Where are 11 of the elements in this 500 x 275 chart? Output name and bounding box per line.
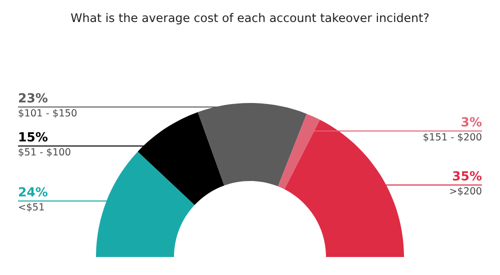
- slice-label: $151 - $200: [424, 133, 482, 142]
- slice-label: $101 - $150: [18, 109, 77, 118]
- chart-title: What is the average cost of each account takeover incident?: [70, 13, 429, 24]
- slice-label: >$200: [450, 187, 482, 196]
- slice-label: <$51: [19, 203, 44, 212]
- data-label: 24%: [18, 187, 48, 197]
- data-label: 35%: [452, 171, 482, 181]
- slice-label: $51 - $100: [18, 148, 70, 157]
- data-label: 23%: [18, 93, 48, 103]
- data-label: 15%: [19, 132, 48, 142]
- data-label: 3%: [462, 117, 482, 127]
